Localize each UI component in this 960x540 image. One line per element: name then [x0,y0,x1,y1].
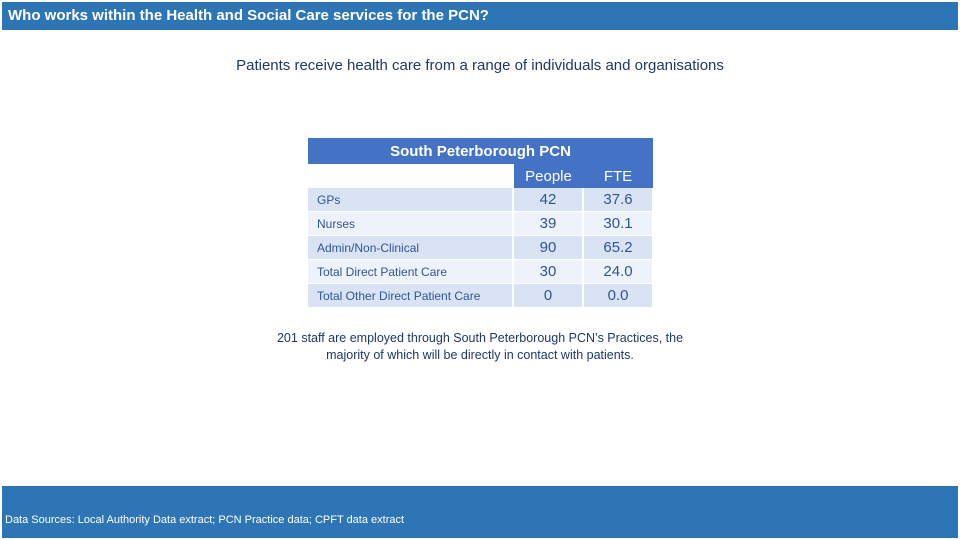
table-header-blank [308,164,514,188]
people-cell: 42 [513,188,584,212]
table-row: Admin/Non-Clinical 90 65.2 [308,235,655,260]
row-label: Total Direct Patient Care [308,259,514,284]
fte-cell: 65.2 [583,235,655,260]
fte-cell: 24.0 [583,259,655,284]
people-cell: 39 [513,211,584,236]
footer-bar: Data Sources: Local Authority Data extra… [2,486,958,538]
summary-line: majority of which will be directly in co… [326,348,634,362]
column-header-fte: FTE [583,164,654,188]
table-row: Nurses 39 30.1 [308,211,655,236]
page-title: Who works within the Health and Social C… [8,7,489,24]
people-cell: 30 [513,259,584,284]
people-cell: 90 [513,235,584,260]
header-bar: Who works within the Health and Social C… [2,2,958,30]
staff-table-container: South Peterborough PCN People FTE GPs 42… [308,138,655,308]
row-label: Admin/Non-Clinical [308,235,514,260]
table-title: South Peterborough PCN [308,138,654,164]
row-label: Total Other Direct Patient Care [308,283,514,308]
summary-line: 201 staff are employed through South Pet… [276,331,684,345]
staff-table: South Peterborough PCN People FTE GPs 42… [308,138,655,308]
table-row: Total Direct Patient Care 30 24.0 [308,259,655,284]
data-sources: Data Sources: Local Authority Data extra… [5,514,405,526]
table-row: Total Other Direct Patient Care 0 0.0 [308,283,655,308]
column-header-people: People [513,164,583,188]
summary-text: 201 staff are employed through South Pet… [230,330,730,364]
subtitle: Patients receive health care from a rang… [236,57,724,74]
row-label: Nurses [308,211,514,236]
table-row: GPs 42 37.6 [308,188,655,212]
fte-cell: 0.0 [583,283,655,308]
people-cell: 0 [513,283,584,308]
fte-cell: 30.1 [583,211,655,236]
table-header-row: People FTE [308,164,654,188]
row-label: GPs [308,188,514,212]
fte-cell: 37.6 [583,188,655,212]
